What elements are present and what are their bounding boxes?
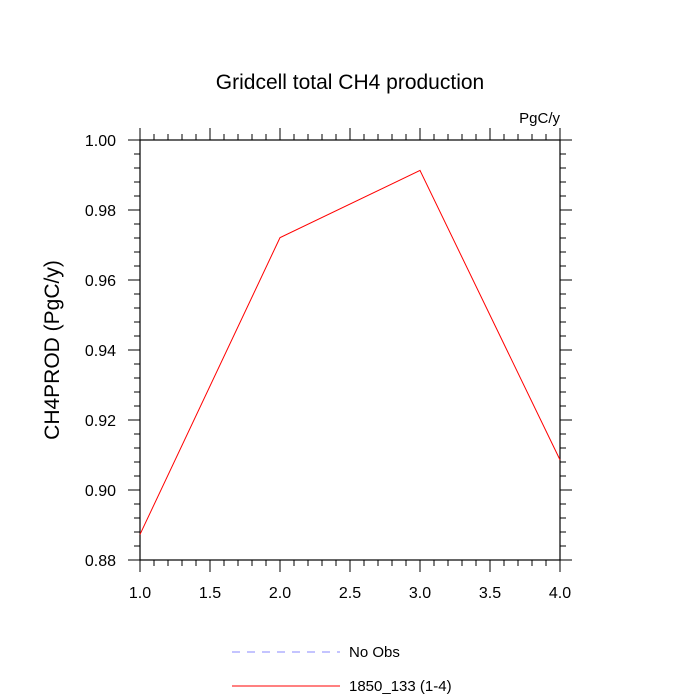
y-tick-label: 0.98 [85, 203, 116, 220]
x-tick-label: 1.0 [129, 585, 151, 602]
y-axis-label: CH4PROD (PgC/y) [41, 260, 64, 440]
chart-title: Gridcell total CH4 production [216, 71, 484, 94]
units-label: PgC/y [519, 110, 560, 127]
legend-label: 1850_133 (1-4) [349, 678, 452, 695]
x-tick-label: 3.5 [479, 585, 501, 602]
x-tick-label: 3.0 [409, 585, 431, 602]
x-tick-label: 4.0 [549, 585, 571, 602]
x-tick-label: 2.5 [339, 585, 361, 602]
legend-label: No Obs [349, 644, 400, 661]
legend: No Obs 1850_133 (1-4) [232, 644, 452, 695]
y-tick-label: 0.96 [85, 273, 116, 290]
y-tick-label: 1.00 [85, 133, 116, 150]
x-tick-label: 1.5 [199, 585, 221, 602]
y-tick-label: 0.92 [85, 413, 116, 430]
y-tick-label: 0.90 [85, 483, 116, 500]
y-tick-label: 0.94 [85, 343, 116, 360]
y-tick-label: 0.88 [85, 553, 116, 570]
plot-area: 1.0 1.5 2.0 2.5 3.0 3.5 4.0 0.88 0.90 0.92 0.94 0.9… [85, 128, 572, 602]
plot-frame [139, 139, 561, 561]
x-tick-label: 2.0 [269, 585, 291, 602]
series-line [139, 169, 561, 535]
